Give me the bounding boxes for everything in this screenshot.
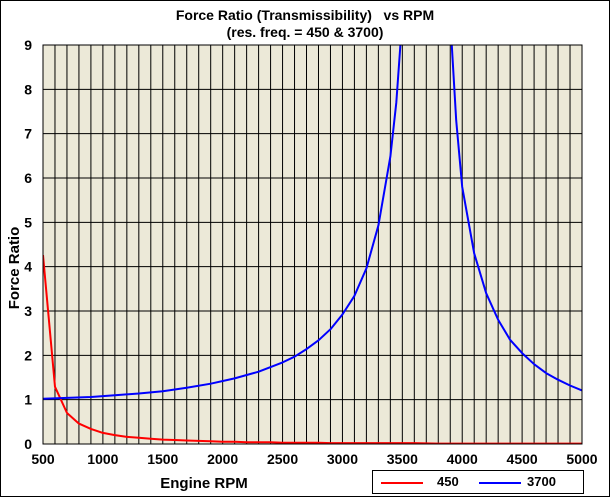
y-axis-label: Force Ratio (6, 227, 23, 310)
plot-border (42, 44, 583, 445)
vertical-gridlines (54, 45, 571, 444)
legend: 450 3700 (372, 470, 584, 494)
x-axis-label: Engine RPM (160, 475, 248, 492)
chart-subtitle: (res. freq. = 450 & 3700) (226, 24, 384, 40)
legend-label-450: 450 (437, 474, 459, 489)
x-tick-label: 2000 (207, 451, 238, 467)
chart-title: Force Ratio (Transmissibility) vs RPM (175, 7, 435, 23)
x-tick-label: 3500 (387, 451, 418, 467)
legend-swatch-450 (381, 482, 423, 484)
series-line-3700 (43, 45, 582, 400)
x-tick-label: 3000 (327, 451, 358, 467)
x-tick-label: 2500 (267, 451, 298, 467)
y-tick-label: 2 (24, 347, 32, 363)
x-tick-label: 500 (31, 451, 55, 467)
legend-label-3700: 3700 (527, 474, 556, 489)
y-tick-labels: 0 1 2 3 4 5 6 7 8 9 (24, 37, 32, 452)
x-tick-label: 4500 (507, 451, 538, 467)
y-tick-label: 9 (24, 37, 32, 53)
legend-swatch-3700 (479, 482, 521, 484)
x-tick-label: 1500 (147, 451, 178, 467)
plot-area (42, 44, 583, 445)
y-tick-label: 3 (24, 303, 32, 319)
x-tick-label: 5000 (566, 451, 597, 467)
y-tick-label: 7 (24, 126, 32, 142)
y-tick-label: 1 (24, 392, 32, 408)
y-tick-label: 8 (24, 81, 32, 97)
y-tick-label: 5 (24, 214, 32, 230)
x-tick-label: 1000 (87, 451, 118, 467)
horizontal-gridlines (43, 88, 582, 401)
y-tick-label: 0 (24, 436, 32, 452)
x-tick-label: 4000 (447, 451, 478, 467)
x-tick-labels: 500 1000 1500 2000 2500 3000 3500 4000 4500 5000 (31, 451, 597, 467)
y-tick-label: 6 (24, 170, 32, 186)
y-tick-label: 4 (24, 259, 32, 275)
